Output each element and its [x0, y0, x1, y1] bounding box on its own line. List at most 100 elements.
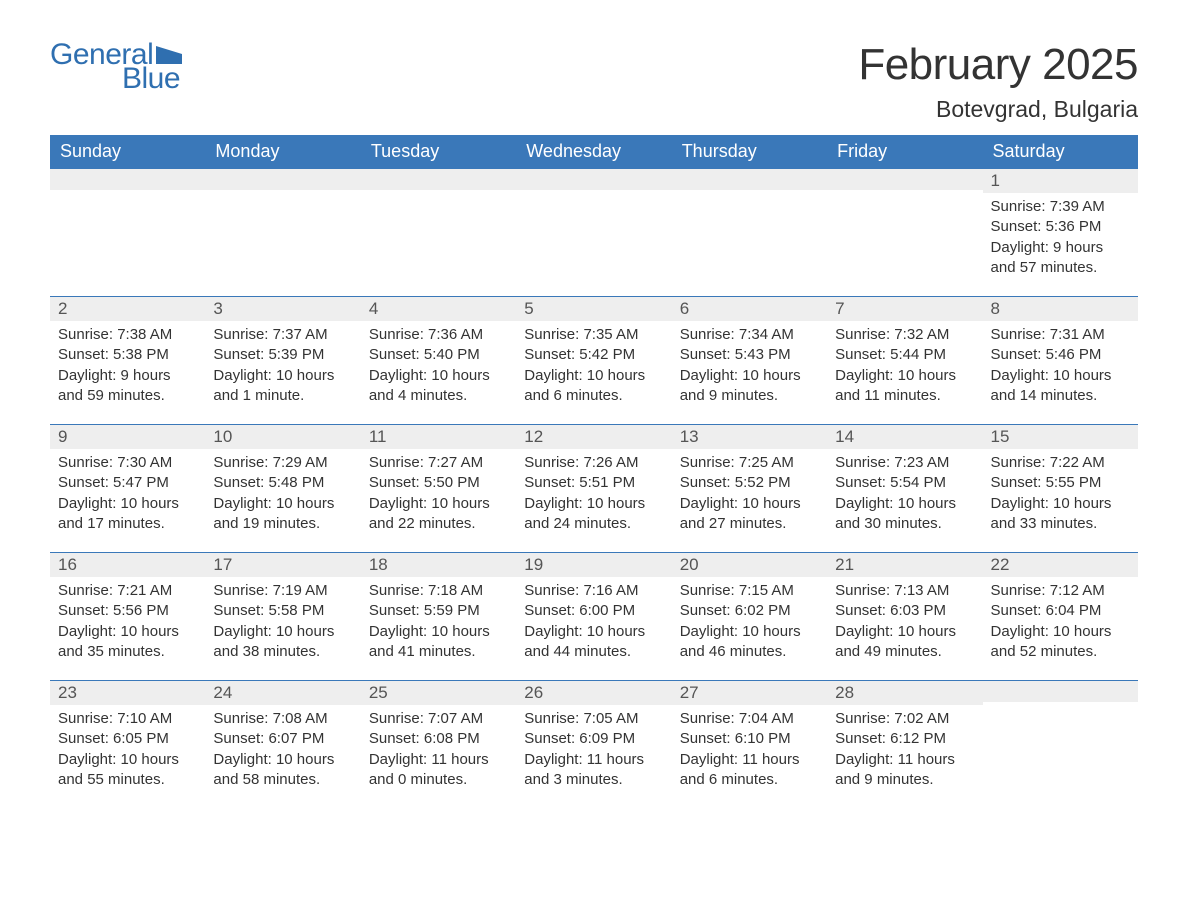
sunrise-line: Sunrise: 7:38 AM [58, 325, 197, 345]
daylight-line: Daylight: 10 hours and 35 minutes. [58, 622, 197, 663]
sunrise-line: Sunrise: 7:37 AM [213, 325, 352, 345]
calendar-day-cell: 22Sunrise: 7:12 AMSunset: 6:04 PMDayligh… [983, 552, 1138, 680]
daylight-line: Daylight: 11 hours and 6 minutes. [680, 750, 819, 791]
sunset-line: Sunset: 5:47 PM [58, 473, 197, 493]
day-number: 17 [205, 552, 360, 577]
day-number: 5 [516, 296, 671, 321]
daylight-line: Daylight: 10 hours and 46 minutes. [680, 622, 819, 663]
location-label: Botevgrad, Bulgaria [858, 96, 1138, 123]
sunset-line: Sunset: 6:12 PM [835, 729, 974, 749]
sunset-line: Sunset: 5:44 PM [835, 345, 974, 365]
calendar-day-cell: 18Sunrise: 7:18 AMSunset: 5:59 PMDayligh… [361, 552, 516, 680]
daylight-line: Daylight: 11 hours and 9 minutes. [835, 750, 974, 791]
sunset-line: Sunset: 5:43 PM [680, 345, 819, 365]
calendar-day-cell: 24Sunrise: 7:08 AMSunset: 6:07 PMDayligh… [205, 680, 360, 808]
sunrise-line: Sunrise: 7:19 AM [213, 581, 352, 601]
calendar-day-cell: 12Sunrise: 7:26 AMSunset: 5:51 PMDayligh… [516, 424, 671, 552]
daylight-line: Daylight: 10 hours and 17 minutes. [58, 494, 197, 535]
calendar-week-row: 1Sunrise: 7:39 AMSunset: 5:36 PMDaylight… [50, 168, 1138, 296]
weekday-header: Saturday [983, 135, 1138, 168]
weekday-header: Wednesday [516, 135, 671, 168]
daylight-line: Daylight: 10 hours and 55 minutes. [58, 750, 197, 791]
day-number: 13 [672, 424, 827, 449]
calendar-day-cell: 20Sunrise: 7:15 AMSunset: 6:02 PMDayligh… [672, 552, 827, 680]
sunset-line: Sunset: 5:55 PM [991, 473, 1130, 493]
day-number [516, 168, 671, 190]
calendar-week-row: 2 Sunrise: 7:38 AMSunset: 5:38 PM Daylight… [50, 296, 1138, 424]
day-details: Sunrise: 7:22 AMSunset: 5:55 PMDaylight:… [983, 449, 1138, 544]
sunset-line: Sunset: 5:51 PM [524, 473, 663, 493]
day-number: 7 [827, 296, 982, 321]
day-details: Sunrise: 7:37 AMSunset: 5:39 PMDaylight:… [205, 321, 360, 416]
daylight-line: Daylight: 10 hours and 4 minutes. [369, 366, 508, 407]
daylight-line: Daylight: 10 hours and 11 minutes. [835, 366, 974, 407]
calendar-day-cell: 3Sunrise: 7:37 AMSunset: 5:39 PMDaylight… [205, 296, 360, 424]
sunset-line: Sunset: 6:09 PM [524, 729, 663, 749]
day-details: Sunrise: 7:08 AMSunset: 6:07 PMDaylight:… [205, 705, 360, 800]
calendar-week-row: 9Sunrise: 7:30 AMSunset: 5:47 PMDaylight… [50, 424, 1138, 552]
calendar-day-cell: 4Sunrise: 7:36 AMSunset: 5:40 PMDaylight… [361, 296, 516, 424]
daylight-line: Daylight: 10 hours and 52 minutes. [991, 622, 1130, 663]
weekday-header: Monday [205, 135, 360, 168]
calendar-day-cell: 1Sunrise: 7:39 AMSunset: 5:36 PMDaylight… [983, 168, 1138, 296]
calendar-day-cell [516, 168, 671, 296]
day-number: 21 [827, 552, 982, 577]
calendar-day-cell: 23Sunrise: 7:10 AMSunset: 6:05 PMDayligh… [50, 680, 205, 808]
calendar-day-cell [983, 680, 1138, 808]
brand-word-2: Blue [122, 64, 182, 94]
sunset-line: Sunset: 6:04 PM [991, 601, 1130, 621]
sunrise-line: Sunrise: 7:18 AM [369, 581, 508, 601]
day-details [983, 702, 1138, 716]
sunset-line: Sunset: 5:59 PM [369, 601, 508, 621]
sunset-line: Sunset: 5:58 PM [213, 601, 352, 621]
sunrise-line: Sunrise: 7:23 AM [835, 453, 974, 473]
daylight-line: Daylight: 9 hours and 57 minutes. [991, 238, 1130, 279]
calendar-week-row: 23Sunrise: 7:10 AMSunset: 6:05 PMDayligh… [50, 680, 1138, 808]
day-number [361, 168, 516, 190]
day-number: 26 [516, 680, 671, 705]
calendar-day-cell: 8Sunrise: 7:31 AMSunset: 5:46 PMDaylight… [983, 296, 1138, 424]
day-number: 9 [50, 424, 205, 449]
day-number [205, 168, 360, 190]
day-number: 14 [827, 424, 982, 449]
calendar-day-cell: 5Sunrise: 7:35 AMSunset: 5:42 PMDaylight… [516, 296, 671, 424]
sunrise-line: Sunrise: 7:34 AM [680, 325, 819, 345]
day-number: 16 [50, 552, 205, 577]
sunrise-line: Sunrise: 7:31 AM [991, 325, 1130, 345]
sunset-line: Sunset: 6:05 PM [58, 729, 197, 749]
day-details: Sunrise: 7:12 AMSunset: 6:04 PMDaylight:… [983, 577, 1138, 672]
day-details: Sunrise: 7:34 AMSunset: 5:43 PMDaylight:… [672, 321, 827, 416]
day-number: 20 [672, 552, 827, 577]
day-details: Sunrise: 7:35 AMSunset: 5:42 PMDaylight:… [516, 321, 671, 416]
day-details: Sunrise: 7:19 AMSunset: 5:58 PMDaylight:… [205, 577, 360, 672]
day-number: 2 [50, 296, 205, 321]
sunset-line: Sunset: 6:10 PM [680, 729, 819, 749]
sunrise-line: Sunrise: 7:12 AM [991, 581, 1130, 601]
sunset-line: Sunset: 5:48 PM [213, 473, 352, 493]
sunset-line: Sunset: 5:40 PM [369, 345, 508, 365]
sunset-line: Sunset: 6:07 PM [213, 729, 352, 749]
sunset-line: Sunset: 6:00 PM [524, 601, 663, 621]
sunrise-line: Sunrise: 7:39 AM [991, 197, 1130, 217]
sunset-line: Sunset: 5:56 PM [58, 601, 197, 621]
sunrise-line: Sunrise: 7:08 AM [213, 709, 352, 729]
calendar-day-cell [50, 168, 205, 296]
day-number: 11 [361, 424, 516, 449]
day-number: 10 [205, 424, 360, 449]
day-number [50, 168, 205, 190]
day-details: Sunrise: 7:30 AMSunset: 5:47 PMDaylight:… [50, 449, 205, 544]
day-number: 22 [983, 552, 1138, 577]
day-details: Sunrise: 7:15 AMSunset: 6:02 PMDaylight:… [672, 577, 827, 672]
sunset-line: Sunset: 5:39 PM [213, 345, 352, 365]
daylight-line: Daylight: 10 hours and 24 minutes. [524, 494, 663, 535]
day-details: Sunrise: 7:07 AMSunset: 6:08 PMDaylight:… [361, 705, 516, 800]
day-details [50, 190, 205, 204]
sunset-line: Sunset: 6:08 PM [369, 729, 508, 749]
sunset-line: Sunset: 5:38 PM [58, 345, 197, 365]
calendar-day-cell [361, 168, 516, 296]
sunrise-line: Sunrise: 7:10 AM [58, 709, 197, 729]
daylight-line: Daylight: 11 hours and 0 minutes. [369, 750, 508, 791]
daylight-line: Daylight: 10 hours and 58 minutes. [213, 750, 352, 791]
calendar-day-cell: 6Sunrise: 7:34 AMSunset: 5:43 PMDaylight… [672, 296, 827, 424]
day-details: Sunrise: 7:04 AMSunset: 6:10 PMDaylight:… [672, 705, 827, 800]
